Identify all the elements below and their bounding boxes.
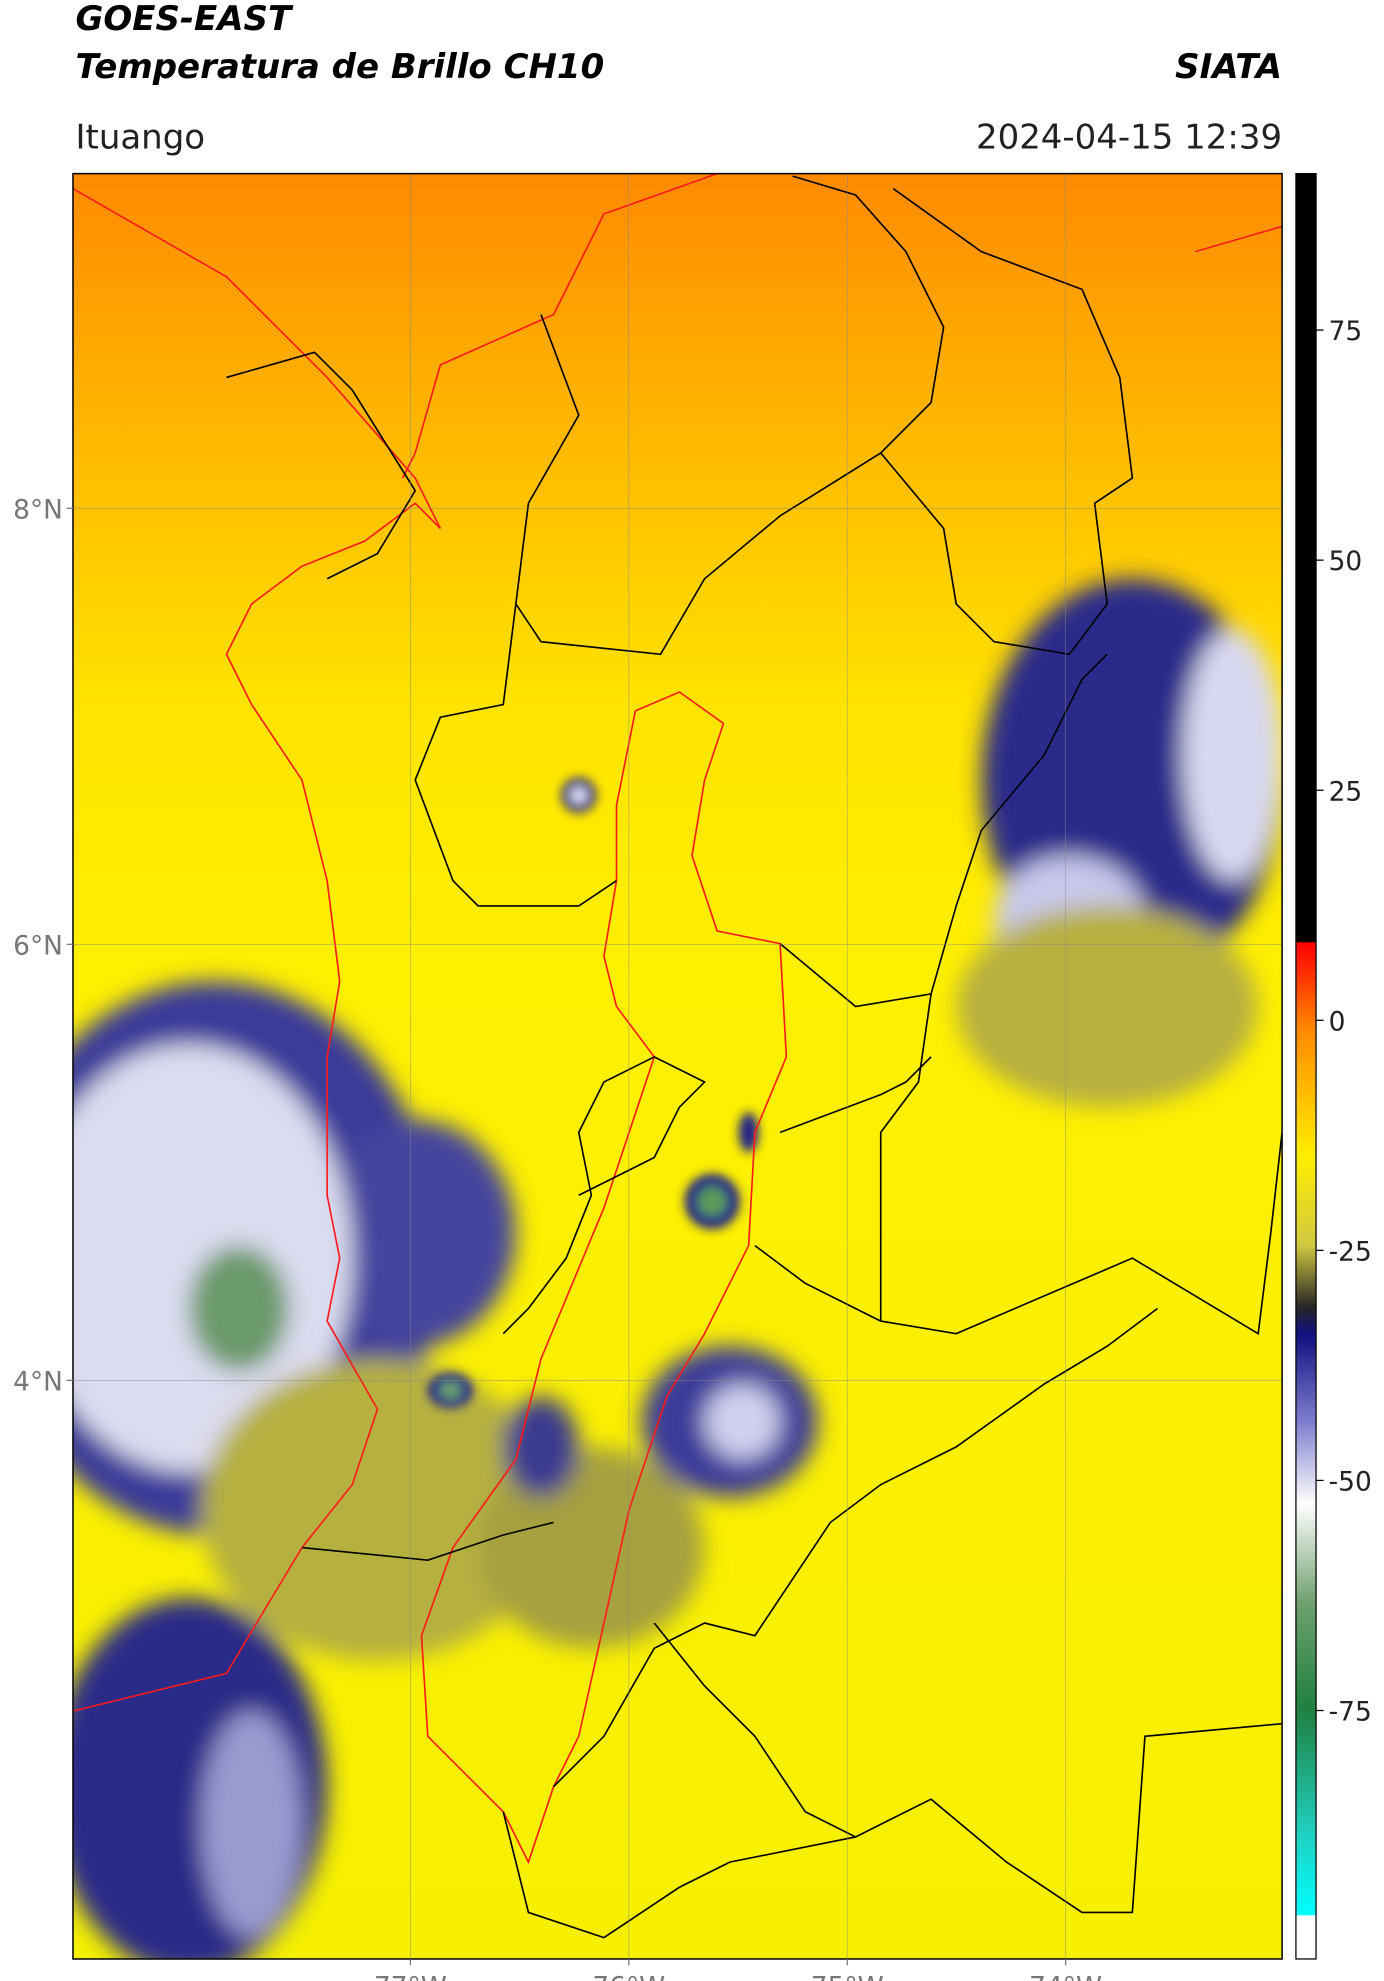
colorbar-tick-label: 0 xyxy=(1329,1006,1346,1037)
lon-tick-label: 77°W xyxy=(374,1971,447,1981)
colorbar-tick-label: -50 xyxy=(1329,1466,1372,1497)
lat-tick-label: 8°N xyxy=(13,494,63,525)
colorbar-tick-label: -75 xyxy=(1329,1697,1372,1728)
colorbar-tick-label: 50 xyxy=(1329,546,1363,577)
region: Ituango xyxy=(75,117,205,157)
map-image xyxy=(72,173,1283,1959)
lat-tick-label: 4°N xyxy=(13,1366,63,1397)
colorbar-tick-label: 75 xyxy=(1329,316,1363,347)
title-line1: GOES-EAST xyxy=(75,0,293,39)
map-frame xyxy=(72,172,1283,1960)
lat-tick-label: 6°N xyxy=(13,930,63,961)
lon-tick-label: 74°W xyxy=(1029,1971,1102,1981)
colorbar-tick-label: -25 xyxy=(1329,1236,1372,1267)
colorbar xyxy=(1295,172,1317,1960)
grid xyxy=(72,173,1283,1959)
timestamp: 2024-04-15 12:39 xyxy=(976,117,1282,157)
title-line2: Temperatura de Brillo CH10 xyxy=(75,47,604,87)
colorbar-tick-label: 25 xyxy=(1329,776,1363,807)
lon-tick-label: 75°W xyxy=(811,1971,884,1981)
lon-tick-label: 76°W xyxy=(592,1971,665,1981)
source: SIATA xyxy=(1175,47,1282,87)
